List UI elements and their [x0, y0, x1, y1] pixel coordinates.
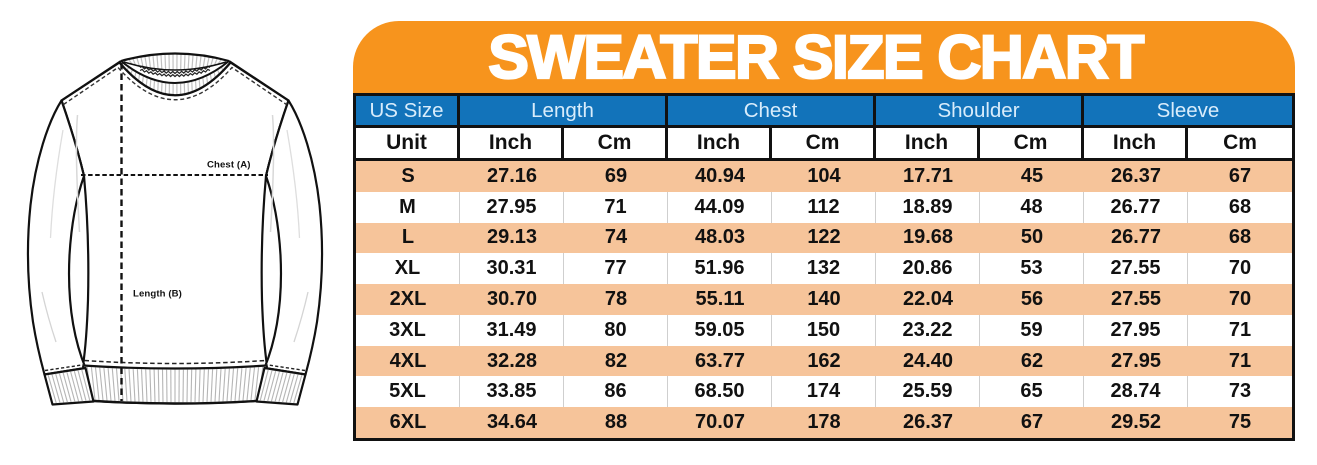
- svg-text:Chest (A): Chest (A): [207, 160, 251, 171]
- svg-text:Length (B): Length (B): [133, 289, 182, 300]
